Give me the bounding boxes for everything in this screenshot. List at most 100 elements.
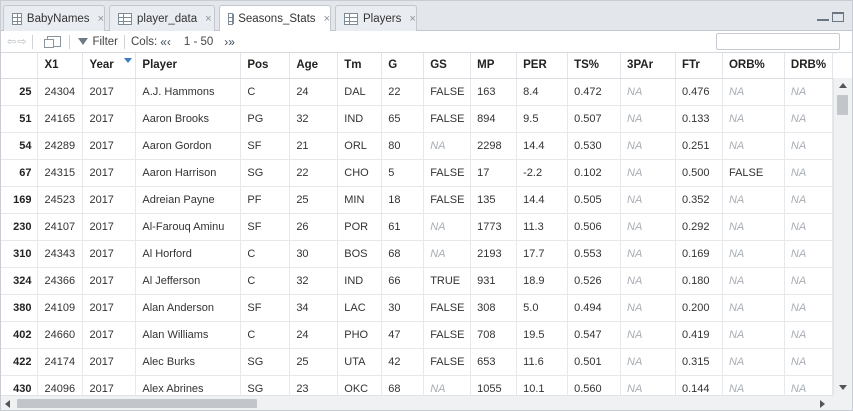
table-row[interactable]: 51 24165 2017 Aaron Brooks PG 32 IND 65 FALSE 894…: [1, 105, 833, 133]
table-row[interactable]: 380 24109 2017 Alan Anderson SF 34 LAC 30 FALSE 3…: [1, 294, 833, 322]
table-cell: 931: [470, 267, 518, 295]
table-row[interactable]: 67 24315 2017 Aaron Harrison SG 22 CHO 5 FALSE 17…: [1, 159, 833, 187]
table-cell: 2017: [82, 348, 137, 376]
table-cell: NA: [620, 294, 676, 322]
table-row[interactable]: 169 24523 2017 Adreian Payne PF 25 MIN 18 FALSE 1…: [1, 186, 833, 214]
table-cell: 24523: [37, 186, 84, 214]
tab-label: Players: [363, 12, 402, 25]
filter-icon: [78, 38, 89, 45]
column-header-ts-pct[interactable]: TS%: [567, 53, 622, 79]
table-cell: Alan Williams: [135, 321, 242, 349]
popout-window-icon[interactable]: [44, 36, 62, 48]
table-cell: NA: [784, 186, 833, 214]
scroll-right-icon[interactable]: [820, 400, 825, 408]
column-header-age[interactable]: Age: [289, 53, 339, 79]
column-header-x1[interactable]: X1: [37, 53, 84, 79]
horizontal-scrollbar[interactable]: [1, 395, 833, 410]
table-cell: 21: [289, 132, 339, 160]
table-cell: 26: [289, 213, 339, 241]
table-cell: 24289: [37, 132, 84, 160]
table-cell: NA: [784, 240, 833, 268]
table-cell: NA: [784, 78, 833, 106]
row-number-cell: 324: [1, 267, 39, 295]
tab-player-data[interactable]: player_data ×: [109, 5, 215, 31]
back-arrow-icon[interactable]: ⇦: [7, 36, 17, 48]
close-icon[interactable]: ×: [409, 12, 416, 25]
column-header-g[interactable]: G: [381, 53, 425, 79]
table-cell: 2017: [82, 105, 137, 133]
table-cell: FALSE: [423, 348, 472, 376]
table-cell: NA: [784, 375, 833, 395]
scroll-left-icon[interactable]: [5, 400, 10, 408]
table-cell: 34: [289, 294, 339, 322]
search-input[interactable]: [716, 33, 840, 50]
column-header-orb-pct[interactable]: ORB%: [722, 53, 785, 79]
table-cell: 24660: [37, 321, 84, 349]
table-cell: 0.501: [567, 348, 622, 376]
table-row[interactable]: 430 24096 2017 Alex Abrines SG 23 OKC 68 NA 1055 1…: [1, 375, 833, 395]
row-number-cell: 169: [1, 186, 39, 214]
column-header-tm[interactable]: Tm: [337, 53, 383, 79]
cols-next-button[interactable]: ›»: [224, 34, 235, 49]
forward-arrow-icon[interactable]: ⇨: [17, 36, 27, 48]
scroll-up-icon[interactable]: [839, 83, 847, 88]
table-icon: [118, 12, 132, 25]
close-icon[interactable]: ×: [323, 13, 330, 25]
table-cell: 18: [381, 186, 425, 214]
minimize-icon[interactable]: [817, 12, 829, 21]
close-icon[interactable]: ×: [205, 12, 212, 25]
vertical-scrollbar[interactable]: [833, 78, 852, 395]
table-cell: 47: [381, 321, 425, 349]
table-row[interactable]: 402 24660 2017 Alan Williams C 24 PHO 47 FALSE 70…: [1, 321, 833, 349]
tab-players[interactable]: Players ×: [335, 5, 417, 31]
column-header-year[interactable]: Year: [82, 53, 137, 79]
data-table: X1 Year Player Pos Age Tm G GS MP PER TS…: [1, 53, 833, 395]
table-cell: SG: [240, 348, 291, 376]
table-cell: FALSE: [423, 294, 472, 322]
table-row[interactable]: 230 24107 2017 Al-Farouq Aminu SF 26 POR 61 NA 17…: [1, 213, 833, 241]
tab-seasons-stats[interactable]: Seasons_Stats ×: [219, 5, 331, 32]
tab-label: player_data: [137, 12, 198, 25]
table-row[interactable]: 324 24366 2017 Al Jefferson C 32 IND 66 TRUE 931 1…: [1, 267, 833, 295]
cols-prev-button[interactable]: «‹: [160, 34, 171, 49]
tab-babynames[interactable]: BabyNames ×: [3, 5, 105, 31]
toolbar: ⇦ ⇨ Filter Cols: «‹ 1 - 50 ›»: [1, 31, 852, 53]
table-cell: 61: [381, 213, 425, 241]
column-header-per[interactable]: PER: [516, 53, 569, 79]
table-row[interactable]: 54 24289 2017 Aaron Gordon SF 21 ORL 80 NA 2298 14…: [1, 132, 833, 160]
table-cell: NA: [784, 213, 833, 241]
close-icon[interactable]: ×: [97, 12, 104, 25]
table-row[interactable]: 310 24343 2017 Al Horford C 30 BOS 68 NA 2193 17.7…: [1, 240, 833, 268]
table-cell: 0.494: [567, 294, 622, 322]
table-cell: 0.352: [675, 186, 723, 214]
table-cell: -2.2: [516, 159, 569, 187]
table-cell: Aaron Brooks: [135, 105, 242, 133]
column-header-ftr[interactable]: FTr: [675, 53, 723, 79]
table-cell: PF: [240, 186, 291, 214]
scroll-down-icon[interactable]: [839, 385, 847, 390]
table-cell: NA: [620, 159, 676, 187]
table-cell: 1055: [470, 375, 518, 395]
table-cell: NA: [722, 105, 785, 133]
filter-button[interactable]: Filter: [76, 36, 118, 48]
column-header-mp[interactable]: MP: [470, 53, 518, 79]
table-cell: 22: [289, 159, 339, 187]
column-header-drb-pct[interactable]: DRB%: [784, 53, 833, 79]
table-cell: FALSE: [423, 321, 472, 349]
table-row[interactable]: 422 24174 2017 Alec Burks SG 25 UTA 42 FALSE 653 1…: [1, 348, 833, 376]
vertical-scroll-thumb[interactable]: [837, 95, 848, 115]
table-cell: Alec Burks: [135, 348, 242, 376]
table-row[interactable]: 25 24304 2017 A.J. Hammons C 24 DAL 22 FALSE 163 8…: [1, 78, 833, 106]
table-cell: 0.180: [675, 267, 723, 295]
column-header-player[interactable]: Player: [135, 53, 242, 79]
table-cell: NA: [620, 78, 676, 106]
maximize-icon[interactable]: [832, 12, 844, 22]
column-header-3par[interactable]: 3PAr: [620, 53, 676, 79]
column-header-gs[interactable]: GS: [423, 53, 472, 79]
column-header-pos[interactable]: Pos: [240, 53, 291, 79]
table-cell: 0.472: [567, 78, 622, 106]
table-cell: 9.5: [516, 105, 569, 133]
row-number-header: [1, 53, 39, 79]
horizontal-scroll-thumb[interactable]: [17, 399, 257, 408]
